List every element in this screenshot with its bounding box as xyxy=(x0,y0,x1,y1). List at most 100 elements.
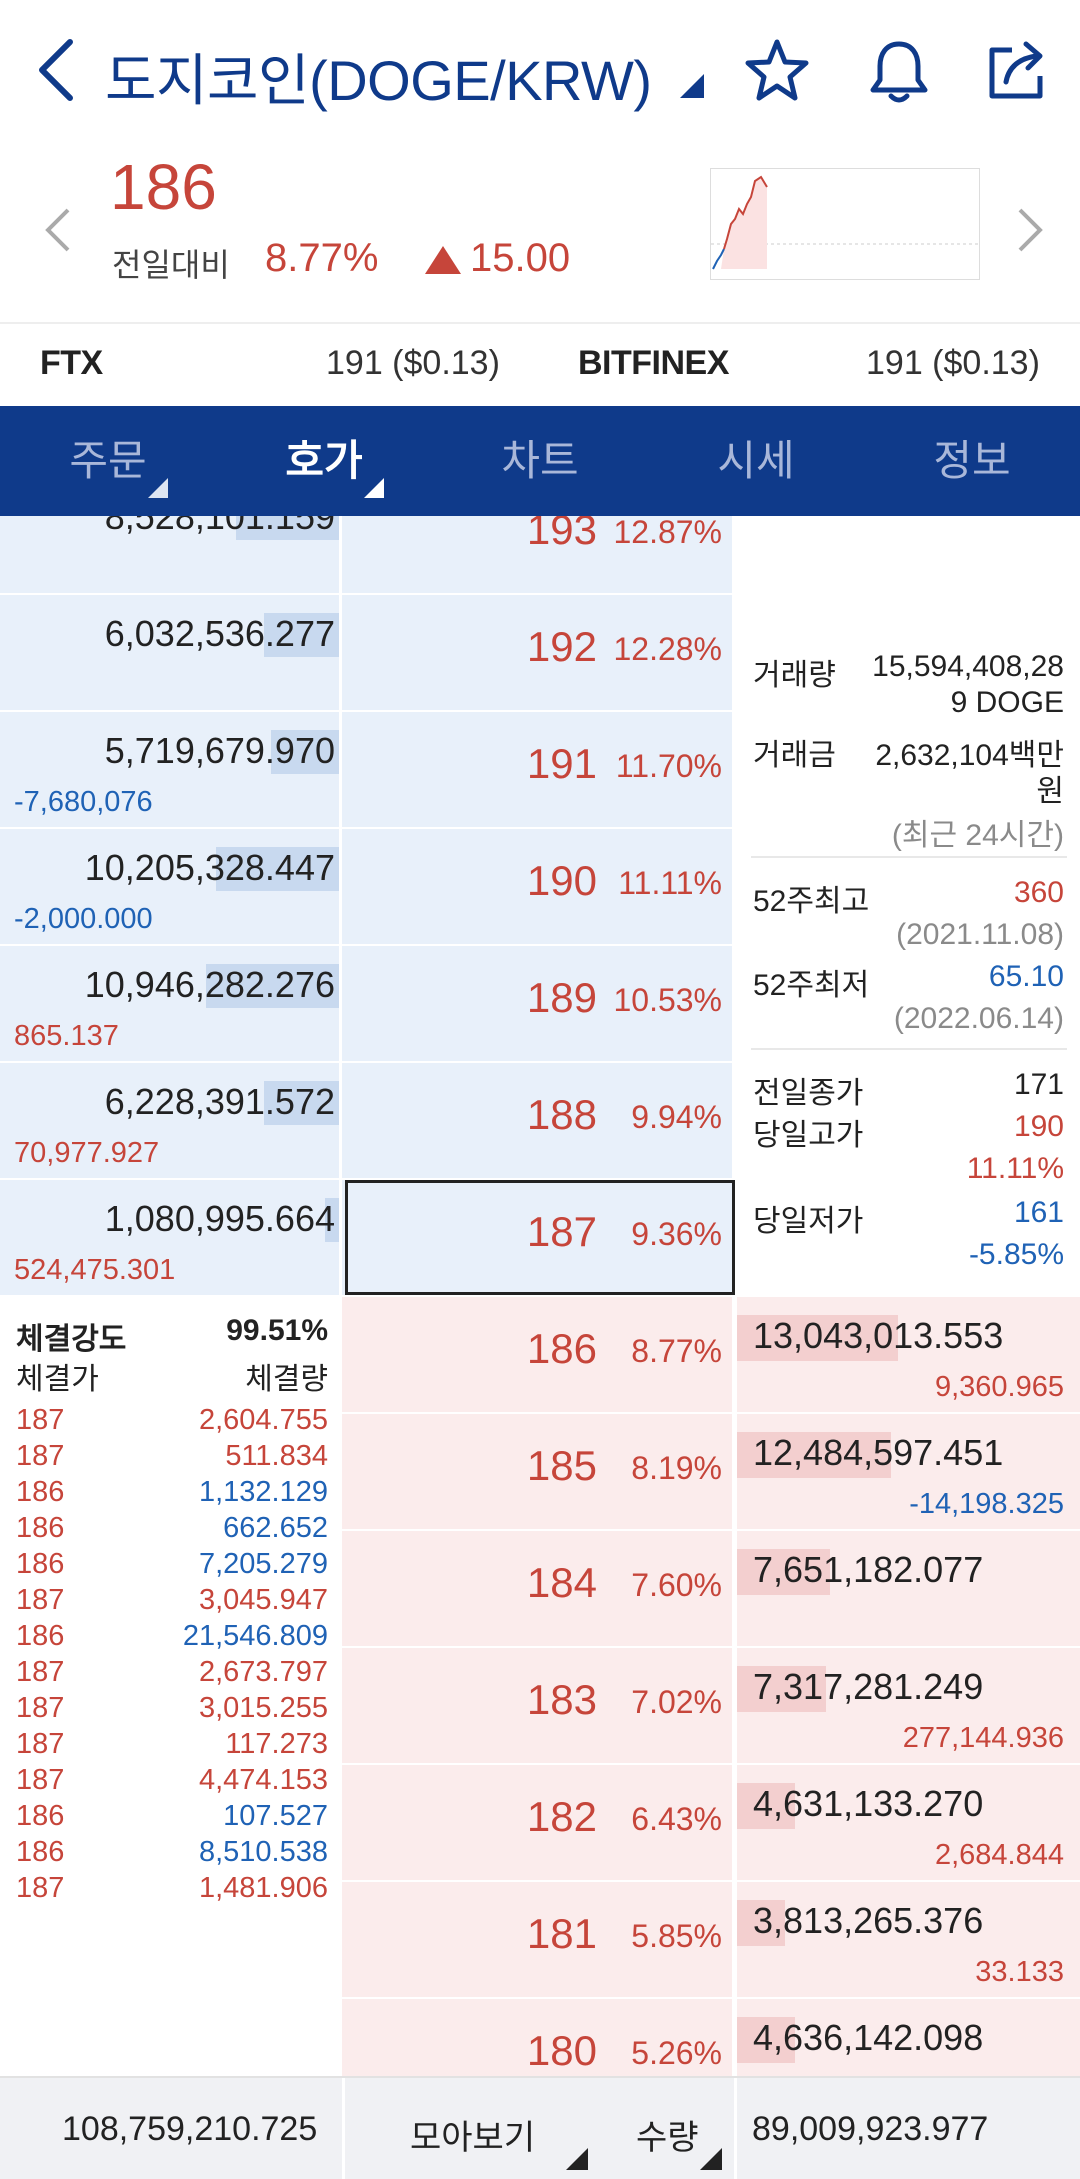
ask-qty-cell[interactable]: 10,946,282.276 865.137 xyxy=(0,946,342,1061)
ask-qty-cell[interactable]: 6,032,536.277 xyxy=(0,595,342,710)
low52-label: 52주최저 xyxy=(753,969,870,1002)
star-icon[interactable] xyxy=(742,36,812,106)
trade-row: 187 4,474.153 xyxy=(0,1756,342,1806)
ask-row[interactable]: 6,228,391.572 70,977.927 188 9.94% xyxy=(0,1063,735,1180)
bid-qty-bar xyxy=(737,1783,795,1829)
amount-unit: 원 xyxy=(1036,775,1064,808)
bid-qty-bar xyxy=(737,1666,826,1712)
price-summary: 186 전일대비 8.77% 15.00 xyxy=(0,150,1080,320)
bid-price-cell[interactable]: 185 8.19% xyxy=(345,1414,735,1529)
trade-qty: 1,132.129 xyxy=(198,1476,328,1508)
bid-qty-cell[interactable]: 4,636,142.098 xyxy=(737,1999,1080,2076)
bid-price-cell[interactable]: 184 7.60% xyxy=(345,1531,735,1646)
trade-history-panel[interactable]: 체결강도 99.51% 체결가 체결량 187 2,604.755 187 511.8… xyxy=(0,1296,342,2076)
trade-qty: 117.273 xyxy=(225,1728,328,1760)
bid-qty-cell[interactable]: 7,317,281.249 277,144.936 xyxy=(737,1648,1080,1765)
ask-qty: 5,719,679.970 xyxy=(104,730,335,771)
bell-icon[interactable] xyxy=(864,36,934,106)
prev-close-value: 171 xyxy=(1013,1068,1064,1101)
unit-toggle-button[interactable]: 수량 xyxy=(636,2119,699,2157)
bid-price-cell[interactable]: 183 7.02% xyxy=(345,1648,735,1763)
trade-row: 187 2,673.797 xyxy=(0,1648,342,1698)
trade-row: 186 1,132.129 xyxy=(0,1468,342,1518)
ask-price-cell[interactable]: 193 12.87% xyxy=(345,516,735,593)
ask-row[interactable]: 8,528,101.159 193 12.87% xyxy=(0,516,735,595)
ask-price-cell[interactable]: 191 11.70% xyxy=(345,712,735,827)
ask-qty-cell[interactable]: 10,205,328.447 -2,000.000 xyxy=(0,829,342,944)
bid-qty-cell[interactable]: 13,043,013.553 9,360.965 xyxy=(737,1297,1080,1414)
ask-price-cell[interactable]: 189 10.53% xyxy=(345,946,735,1061)
exchange-prices: FTX 191 ($0.13) BITFINEX 191 ($0.13) xyxy=(0,322,1080,406)
ask-rate: 12.87% xyxy=(613,516,722,550)
trade-price: 186 xyxy=(16,1620,65,1652)
trade-price-header: 체결가 xyxy=(16,1363,99,1396)
orderbook[interactable]: 8,528,101.159 193 12.87% 6,032,536.277 192 12… xyxy=(0,516,1080,2076)
ask-row[interactable]: 5,719,679.970 -7,680,076 191 11.70% xyxy=(0,712,735,829)
ask-qty-cell[interactable]: 6,228,391.572 70,977.927 xyxy=(0,1063,342,1178)
ask-row[interactable]: 6,032,536.277 192 12.28% xyxy=(0,595,735,712)
bid-price: 184 xyxy=(526,1559,597,1606)
bid-price: 180 xyxy=(526,2027,597,2074)
ask-price-cell[interactable]: 190 11.11% xyxy=(345,829,735,944)
bid-qty-cell[interactable]: 3,813,265.376 33.133 xyxy=(737,1882,1080,1999)
bid-qty-bar xyxy=(737,1315,898,1361)
ask-qty-cell[interactable]: 1,080,995.664 524,475.301 xyxy=(0,1180,342,1295)
day-high-rate: 11.11% xyxy=(966,1152,1064,1185)
trade-price: 187 xyxy=(16,1728,65,1760)
ask-price: 193 xyxy=(526,516,597,553)
volume-value: 15,594,408,28 xyxy=(872,650,1064,683)
bid-price-cell[interactable]: 186 8.77% xyxy=(345,1297,735,1412)
prev-coin-icon[interactable] xyxy=(38,200,78,260)
ask-row[interactable]: 10,205,328.447 -2,000.000 190 11.11% xyxy=(0,829,735,946)
trade-qty: 2,604.755 xyxy=(198,1404,328,1436)
bid-qty: 7,317,281.249 xyxy=(753,1666,984,1707)
tab-orderbook[interactable]: 호가 xyxy=(216,406,432,516)
amount-label: 거래금 xyxy=(753,739,836,772)
share-icon[interactable] xyxy=(982,36,1052,106)
coin-title[interactable]: 도지코인(DOGE/KRW) xyxy=(105,49,652,112)
ask-price: 188 xyxy=(526,1091,597,1138)
sparkline-chart[interactable] xyxy=(710,168,980,280)
tab-bar: 주문 호가 차트 시세 정보 xyxy=(0,406,1080,516)
bid-qty-cell[interactable]: 12,484,597.451 -14,198.325 xyxy=(737,1414,1080,1531)
tab-market[interactable]: 시세 xyxy=(648,406,864,516)
bid-rate: 8.19% xyxy=(631,1450,722,1486)
ask-qty-cell[interactable]: 5,719,679.970 -7,680,076 xyxy=(0,712,342,827)
group-view-button[interactable]: 모아보기 xyxy=(410,2119,536,2157)
ask-qty: 10,946,282.276 xyxy=(84,964,335,1005)
bid-qty-cell[interactable]: 7,651,182.077 xyxy=(737,1531,1080,1648)
ask-price-cell[interactable]: 188 9.94% xyxy=(345,1063,735,1178)
divider xyxy=(751,856,1067,858)
tab-corner-icon xyxy=(148,478,168,498)
bid-rate: 5.85% xyxy=(631,1918,722,1954)
title-dropdown-icon[interactable] xyxy=(680,74,704,98)
bid-price-cell[interactable]: 181 5.85% xyxy=(345,1882,735,1997)
tab-chart[interactable]: 차트 xyxy=(432,406,648,516)
back-icon[interactable] xyxy=(28,30,88,110)
ask-qty: 8,528,101.159 xyxy=(104,516,335,537)
trade-price: 186 xyxy=(16,1548,65,1580)
bid-price-cell[interactable]: 180 5.26% xyxy=(345,1999,735,2076)
ask-price: 189 xyxy=(526,974,597,1021)
trade-qty: 3,015.255 xyxy=(198,1692,328,1724)
trade-price: 186 xyxy=(16,1512,65,1544)
divider xyxy=(342,2078,345,2179)
tab-info[interactable]: 정보 xyxy=(864,406,1080,516)
tab-order[interactable]: 주문 xyxy=(0,406,216,516)
ask-row[interactable]: 10,946,282.276 865.137 189 10.53% xyxy=(0,946,735,1063)
ask-qty-cell[interactable]: 8,528,101.159 xyxy=(0,516,342,593)
trade-price: 186 xyxy=(16,1476,65,1508)
ask-price-cell[interactable]: 187 9.36% xyxy=(345,1180,735,1295)
ask-row[interactable]: 1,080,995.664 524,475.301 187 9.36% xyxy=(0,1180,735,1297)
trade-qty: 107.527 xyxy=(223,1800,328,1832)
high52-label: 52주최고 xyxy=(753,885,870,918)
ask-price-cell[interactable]: 192 12.28% xyxy=(345,595,735,710)
trade-price: 186 xyxy=(16,1836,65,1868)
ask-rate: 11.70% xyxy=(615,748,722,784)
bid-qty: 4,636,142.098 xyxy=(753,2017,984,2058)
bid-price-cell[interactable]: 182 6.43% xyxy=(345,1765,735,1880)
bid-rate: 6.43% xyxy=(631,1801,722,1837)
ask-price: 192 xyxy=(526,623,597,670)
next-coin-icon[interactable] xyxy=(1010,200,1050,260)
bid-qty-cell[interactable]: 4,631,133.270 2,684.844 xyxy=(737,1765,1080,1882)
